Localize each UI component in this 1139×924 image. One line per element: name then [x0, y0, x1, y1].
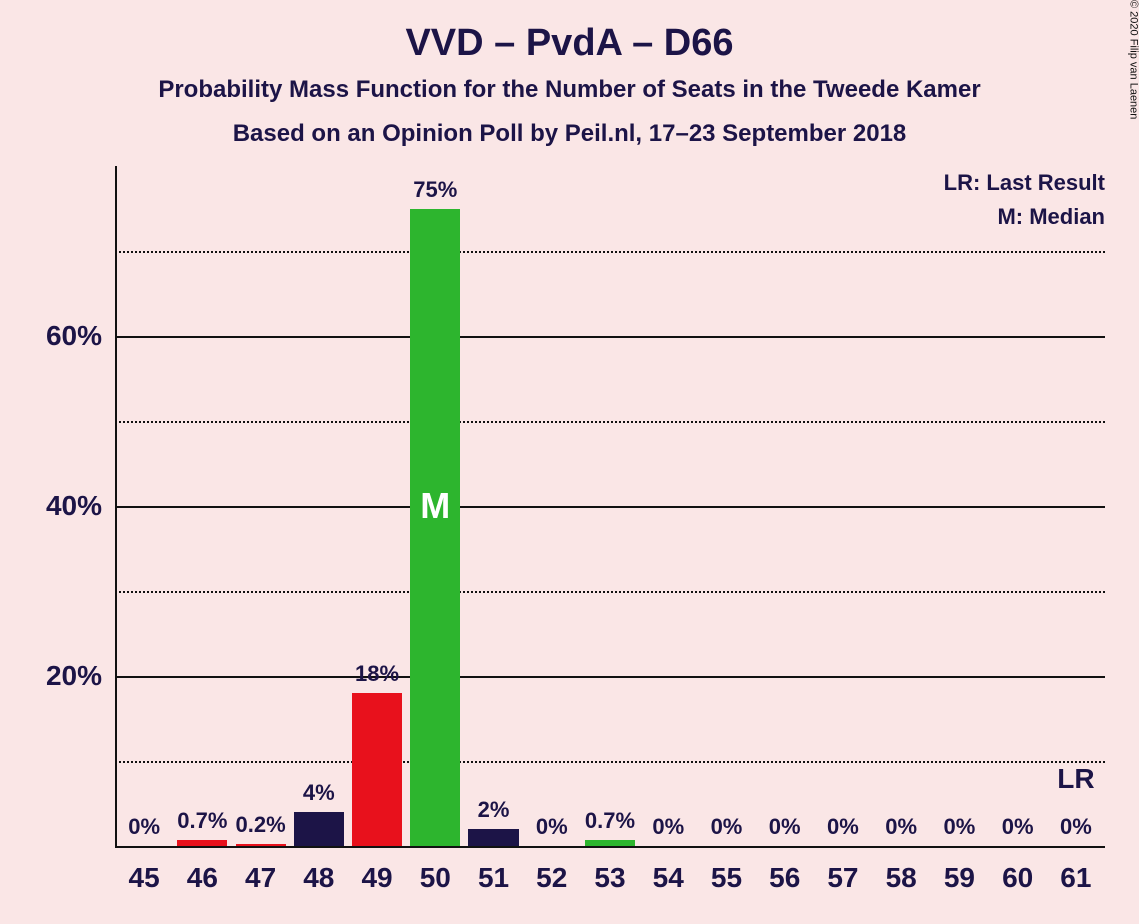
bar	[410, 209, 460, 847]
gridline-minor	[115, 251, 1105, 253]
bar-value-label: 0.7%	[177, 808, 227, 834]
xtick-label: 61	[1060, 862, 1091, 894]
gridline-minor	[115, 591, 1105, 593]
xtick-label: 60	[1002, 862, 1033, 894]
bar	[177, 840, 227, 846]
bar-value-label: 0%	[769, 814, 801, 840]
gridline-major	[115, 676, 1105, 678]
bar-value-label: 0%	[536, 814, 568, 840]
xtick-label: 48	[303, 862, 334, 894]
gridline-minor	[115, 421, 1105, 423]
gridline-major	[115, 506, 1105, 508]
xtick-label: 45	[129, 862, 160, 894]
xtick-label: 57	[827, 862, 858, 894]
bar-value-label: 75%	[413, 177, 457, 203]
xtick-label: 51	[478, 862, 509, 894]
bar-value-label: 18%	[355, 661, 399, 687]
bar-value-label: 0%	[711, 814, 743, 840]
bar	[294, 812, 344, 846]
bar-value-label: 0%	[1002, 814, 1034, 840]
bar-value-label: 0%	[128, 814, 160, 840]
bar-value-label: 0%	[827, 814, 859, 840]
gridline-major	[115, 336, 1105, 338]
xtick-label: 47	[245, 862, 276, 894]
xtick-label: 58	[886, 862, 917, 894]
legend-lr: LR: Last Result	[944, 170, 1105, 196]
bar-value-label: 0%	[652, 814, 684, 840]
bar	[585, 840, 635, 846]
xtick-label: 59	[944, 862, 975, 894]
copyright-text: © 2020 Filip van Laenen	[1127, 0, 1139, 119]
chart-subtitle-2: Based on an Opinion Poll by Peil.nl, 17–…	[0, 120, 1139, 148]
bar-value-label: 0.7%	[585, 808, 635, 834]
ytick-label: 40%	[22, 490, 102, 522]
bar-value-label: 0%	[1060, 814, 1092, 840]
bar-value-label: 0%	[944, 814, 976, 840]
chart-subtitle-1: Probability Mass Function for the Number…	[0, 76, 1139, 104]
bar-value-label: 0.2%	[236, 812, 286, 838]
bar	[236, 844, 286, 846]
bar-value-label: 0%	[885, 814, 917, 840]
xtick-label: 46	[187, 862, 218, 894]
xtick-label: 49	[361, 862, 392, 894]
ytick-label: 20%	[22, 660, 102, 692]
median-mark: M	[420, 485, 450, 527]
bar	[468, 829, 518, 846]
legend-median: M: Median	[997, 204, 1105, 230]
ytick-label: 60%	[22, 320, 102, 352]
xtick-label: 52	[536, 862, 567, 894]
xtick-label: 56	[769, 862, 800, 894]
gridline-minor	[115, 761, 1105, 763]
xtick-label: 55	[711, 862, 742, 894]
plot-area: 0% 0.7% 0.2% 4% 18% 75% M 2% 0% 0.7% 0% 0% 0% 0% 0% 0% 0…	[115, 166, 1105, 846]
bar-value-label: 2%	[478, 797, 510, 823]
x-axis-line	[115, 846, 1105, 848]
xtick-label: 50	[420, 862, 451, 894]
chart-title: VVD – PvdA – D66	[0, 22, 1139, 65]
bar-value-label: 4%	[303, 780, 335, 806]
last-result-mark: LR	[1057, 763, 1094, 795]
bar	[352, 693, 402, 846]
xtick-label: 53	[594, 862, 625, 894]
xtick-label: 54	[653, 862, 684, 894]
